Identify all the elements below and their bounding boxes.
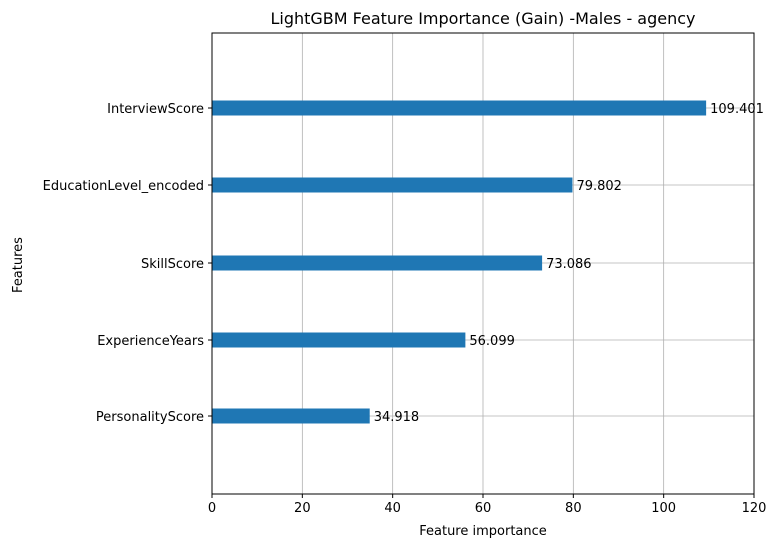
x-tick-label: 60 [475, 501, 492, 516]
x-tick-label: 80 [565, 501, 582, 516]
data-label: 79.802 [576, 179, 622, 194]
data-label: 109.401 [710, 102, 764, 117]
x-axis-label: Feature importance [419, 524, 547, 539]
data-label: 73.086 [546, 257, 592, 272]
x-tick-label: 0 [208, 501, 216, 516]
bar [212, 255, 543, 271]
bars: 109.401 79.802 73.086 56.099 34.918 [212, 100, 764, 425]
x-tick-label: 100 [651, 501, 676, 516]
y-tick-label: ExperienceYears [97, 334, 204, 349]
y-axis-label: Features [11, 237, 26, 293]
bar [212, 332, 466, 348]
axes: 0 20 40 60 80 100 120 InterviewScore EducationLe… [43, 32, 767, 516]
chart-title: LightGBM Feature Importance (Gain) -Male… [270, 9, 695, 28]
x-tick-label: 120 [742, 501, 767, 516]
bar [212, 177, 573, 193]
y-tick-label: InterviewScore [107, 102, 204, 117]
y-tick-label: PersonalityScore [96, 410, 204, 425]
bar [212, 100, 707, 116]
data-label: 56.099 [469, 334, 515, 349]
bar [212, 408, 370, 424]
y-tick-label: EducationLevel_encoded [43, 179, 204, 194]
data-label: 34.918 [374, 410, 420, 425]
x-tick-label: 40 [384, 501, 401, 516]
y-tick-label: SkillScore [141, 257, 204, 272]
x-tick-label: 20 [294, 501, 311, 516]
